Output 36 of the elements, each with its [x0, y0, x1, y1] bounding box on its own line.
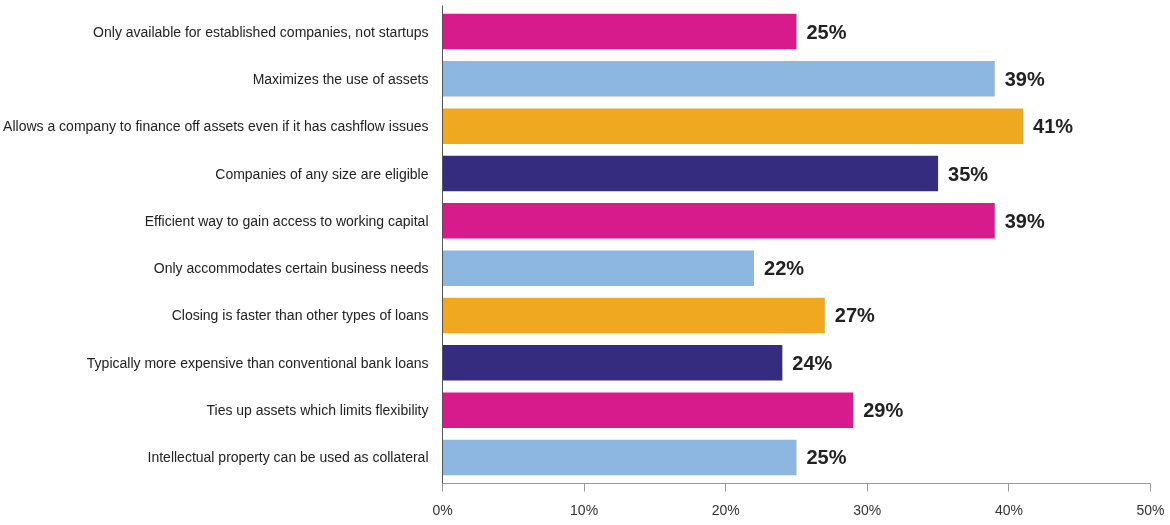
- bar: [442, 250, 755, 286]
- y-tick-label: Typically more expensive than conventional bank loans: [86, 354, 429, 371]
- y-tick-label: Efficient way to gain access to working capital: [144, 212, 429, 229]
- bar: [442, 345, 783, 381]
- x-tick-label: 0%: [432, 501, 453, 518]
- data-label: 22%: [764, 257, 805, 280]
- y-tick-label: Maximizes the use of assets: [252, 70, 429, 87]
- data-label: 39%: [1004, 67, 1045, 90]
- data-label: 39%: [1004, 209, 1045, 232]
- y-tick-label: Closing is faster than other types of loans: [171, 307, 429, 324]
- data-label: 27%: [834, 304, 876, 327]
- x-tick-label: 40%: [994, 501, 1023, 518]
- bar: [442, 203, 995, 239]
- data-label: 24%: [792, 351, 833, 374]
- y-tick-label: Ties up assets which limits flexibility: [206, 402, 429, 419]
- y-tick-label: Intellectual property can be used as collateral: [147, 449, 429, 466]
- x-tick-label: 20%: [711, 501, 740, 518]
- bar: [442, 392, 854, 428]
- data-label: 41%: [1033, 115, 1074, 138]
- data-label: 35%: [948, 162, 989, 185]
- bar: [442, 108, 1024, 144]
- bar: [442, 155, 939, 192]
- data-label: 25%: [806, 20, 847, 43]
- bar: [442, 61, 995, 97]
- x-tick-label: 50%: [1136, 501, 1165, 518]
- bar: [442, 297, 825, 334]
- bar: [442, 439, 797, 476]
- y-tick-label: Only accommodates certain business needs: [153, 260, 429, 277]
- data-label: 25%: [806, 446, 847, 469]
- data-label: 29%: [863, 399, 904, 422]
- x-tick-label: 10%: [570, 501, 599, 518]
- y-tick-label: Allows a company to finance off assets even if it has cashflow issues: [3, 118, 429, 135]
- bar: [442, 13, 797, 50]
- x-tick-label: 30%: [853, 501, 882, 518]
- y-tick-label: Companies of any size are eligible: [215, 165, 429, 182]
- y-tick-label: Only available for established companies, not startups: [93, 23, 429, 40]
